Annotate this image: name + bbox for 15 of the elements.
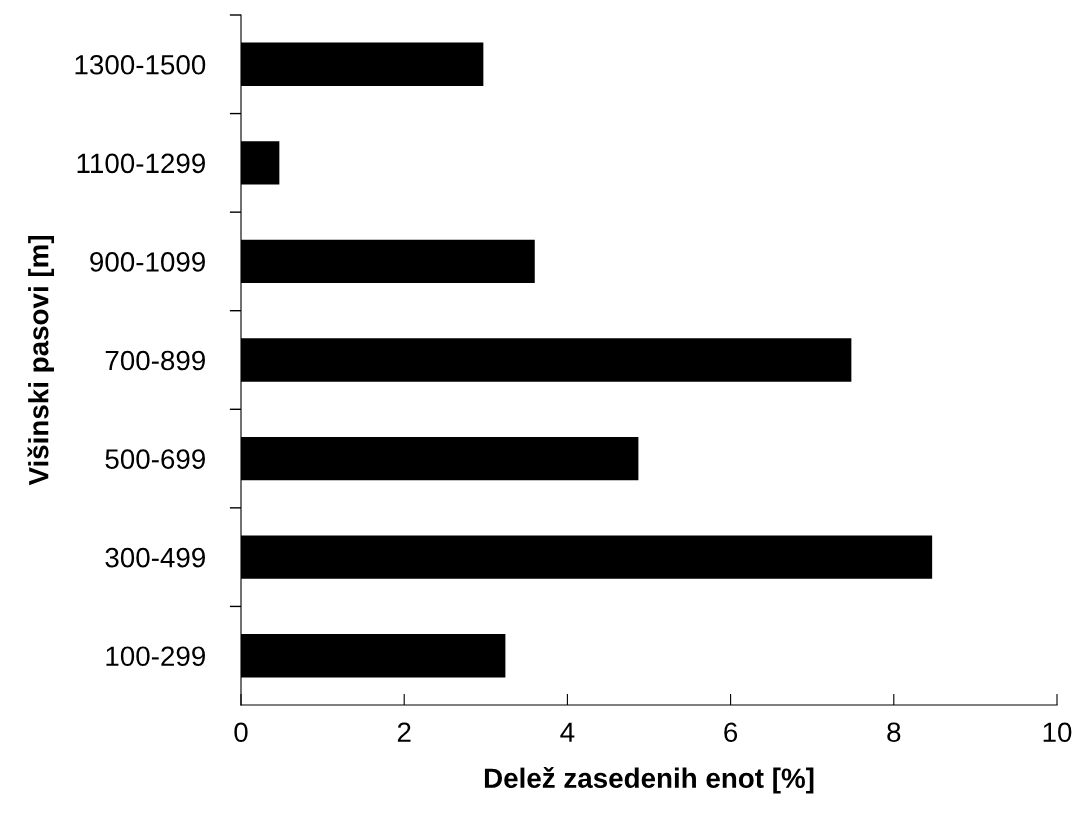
x-tick-label: 10 xyxy=(1043,722,1072,743)
y-tick-label: 1100-1299 xyxy=(77,153,205,174)
x-tick-label: 4 xyxy=(560,722,575,742)
y-tick-label: 700-899 xyxy=(105,350,205,371)
y-tick-label: 1300-1500 xyxy=(75,54,206,75)
y-tick-label: 500-699 xyxy=(105,449,205,469)
x-tick-label: 8 xyxy=(887,722,901,743)
y-axis-title: Višinski pasovi [m] xyxy=(27,235,55,486)
x-tick-label: 0 xyxy=(234,722,248,743)
x-tick-label: 2 xyxy=(397,722,411,742)
x-axis-title: Delež zasedenih enot [%] xyxy=(484,767,814,794)
y-tick-label: 100-299 xyxy=(106,646,205,667)
y-tick-label: 900-1099 xyxy=(90,252,205,272)
x-tick-label: 6 xyxy=(724,722,738,743)
y-tick-label: 300-499 xyxy=(105,547,205,568)
